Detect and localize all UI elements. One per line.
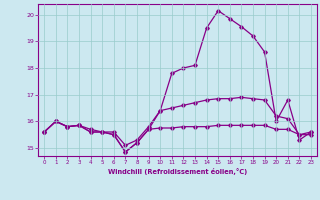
X-axis label: Windchill (Refroidissement éolien,°C): Windchill (Refroidissement éolien,°C) xyxy=(108,168,247,175)
